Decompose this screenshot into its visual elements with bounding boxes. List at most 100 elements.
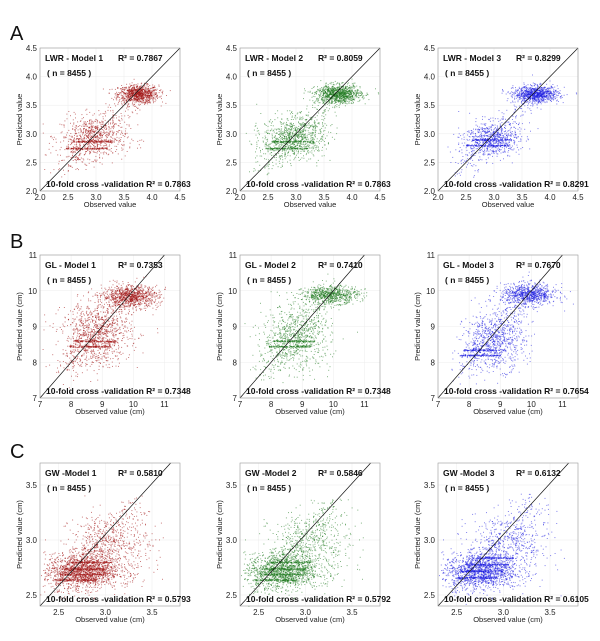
data-point: [113, 124, 115, 126]
data-point: [285, 141, 287, 143]
data-point: [69, 138, 71, 140]
data-point: [329, 82, 331, 84]
data-point: [98, 114, 100, 116]
data-point: [279, 148, 280, 150]
data-point: [105, 142, 107, 144]
data-point: [92, 131, 93, 133]
data-point: [336, 95, 337, 97]
data-point: [325, 86, 327, 88]
data-point: [286, 139, 288, 140]
data-point: [151, 98, 153, 100]
data-point: [142, 86, 144, 88]
data-point: [146, 83, 148, 85]
data-point: [519, 96, 521, 98]
data-point: [147, 98, 149, 100]
data-point: [343, 100, 345, 101]
data-point: [288, 135, 290, 136]
data-point: [123, 101, 125, 103]
data-point: [322, 95, 324, 97]
data-point: [544, 99, 546, 100]
data-point: [115, 138, 117, 140]
data-point: [129, 147, 131, 149]
data-point: [275, 157, 277, 158]
data-point: [313, 147, 315, 149]
data-point: [127, 104, 129, 106]
data-point: [272, 138, 273, 140]
data-point: [133, 97, 135, 99]
data-point: [138, 87, 140, 89]
data-point: [129, 91, 131, 93]
data-point: [313, 143, 315, 145]
data-point: [92, 147, 94, 149]
data-point: [540, 89, 542, 91]
data-point: [311, 146, 313, 148]
data-point: [308, 111, 310, 113]
data-point: [116, 145, 118, 147]
data-point: [348, 97, 350, 99]
data-point: [322, 98, 324, 100]
data-point: [529, 100, 530, 101]
data-point: [345, 87, 346, 89]
data-point: [301, 157, 303, 159]
data-point: [313, 138, 315, 140]
data-point: [329, 94, 331, 96]
data-point: [285, 138, 287, 140]
data-point: [151, 92, 153, 94]
data-point: [152, 99, 154, 101]
data-point: [95, 129, 97, 131]
data-point: [295, 148, 297, 149]
data-point: [93, 134, 95, 136]
data-point: [128, 100, 130, 102]
data-point: [505, 93, 507, 95]
data-point: [330, 132, 332, 133]
data-point: [256, 155, 258, 157]
data-point: [93, 130, 95, 132]
data-point: [276, 143, 278, 145]
data-point: [76, 135, 78, 137]
data-point: [322, 100, 324, 102]
data-point: [298, 135, 300, 137]
data-point: [142, 97, 144, 99]
data-point: [318, 102, 320, 104]
data-point: [278, 133, 280, 135]
data-point: [126, 96, 128, 98]
data-point: [149, 96, 151, 98]
data-point: [308, 122, 309, 124]
data-point: [256, 127, 258, 129]
data-point: [127, 90, 129, 92]
data-point: [86, 113, 88, 115]
data-point: [86, 148, 88, 150]
data-point: [105, 144, 107, 146]
data-point: [303, 155, 304, 157]
data-point: [328, 131, 329, 133]
data-point: [549, 80, 551, 82]
data-point: [555, 89, 557, 91]
data-point: [290, 122, 292, 124]
data-point: [328, 89, 330, 91]
data-point: [352, 95, 354, 97]
data-point: [281, 142, 283, 144]
data-point: [377, 92, 379, 94]
data-point: [317, 86, 318, 88]
data-point: [527, 92, 529, 94]
data-point: [121, 149, 123, 151]
data-point: [295, 132, 297, 134]
data-point: [72, 148, 74, 150]
data-point: [338, 96, 340, 98]
data-point: [329, 87, 331, 89]
data-point: [68, 129, 70, 131]
data-point: [336, 83, 337, 85]
data-point: [131, 86, 133, 88]
data-point: [80, 134, 81, 136]
data-point: [355, 92, 357, 94]
data-point: [291, 132, 293, 134]
data-point: [265, 158, 267, 160]
data-point: [73, 156, 75, 158]
data-point: [298, 132, 300, 134]
data-point: [74, 132, 76, 134]
data-point: [147, 83, 149, 85]
data-point: [122, 92, 124, 94]
data-point: [87, 142, 89, 144]
data-point: [521, 93, 523, 95]
data-point: [148, 90, 150, 91]
